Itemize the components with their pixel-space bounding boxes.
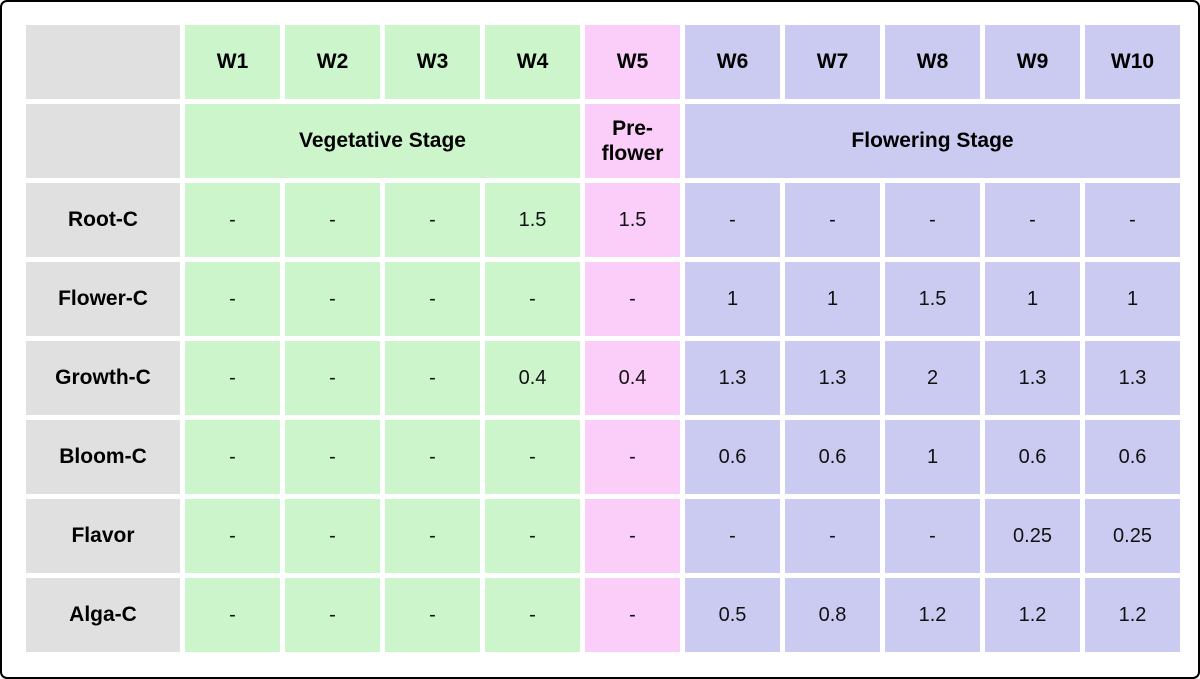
corner-cell (26, 25, 180, 99)
value-cell: - (185, 578, 280, 652)
value-cell: - (485, 499, 580, 573)
stage-cell-vegetative: Vegetative Stage (185, 104, 580, 178)
row-label-cell: Growth-C (26, 341, 180, 415)
week-header-cell: W2 (285, 25, 380, 99)
row-label-cell: Root-C (26, 183, 180, 257)
value-cell: 1.3 (985, 341, 1080, 415)
value-cell: - (385, 420, 480, 494)
value-cell: - (985, 183, 1080, 257)
value-cell: 0.25 (985, 499, 1080, 573)
row-label-cell: Bloom-C (26, 420, 180, 494)
table-row: Alga-C - - - - - 0.5 0.8 1.2 1.2 1.2 (26, 578, 1180, 652)
table-row: Growth-C - - - 0.4 0.4 1.3 1.3 2 1.3 1.3 (26, 341, 1180, 415)
table-row: Flower-C - - - - - 1 1 1.5 1 1 (26, 262, 1180, 336)
value-cell: - (185, 183, 280, 257)
value-cell: 1.3 (685, 341, 780, 415)
value-cell: 1.5 (485, 183, 580, 257)
value-cell: 1 (785, 262, 880, 336)
value-cell: 1.5 (585, 183, 680, 257)
value-cell: 1.5 (885, 262, 980, 336)
value-cell: - (885, 499, 980, 573)
week-header-cell: W5 (585, 25, 680, 99)
week-header-cell: W6 (685, 25, 780, 99)
value-cell: 0.6 (985, 420, 1080, 494)
row-label-cell: Alga-C (26, 578, 180, 652)
value-cell: 1.3 (785, 341, 880, 415)
value-cell: 2 (885, 341, 980, 415)
value-cell: - (785, 499, 880, 573)
value-cell: 1.3 (1085, 341, 1180, 415)
row-label-cell: Flavor (26, 499, 180, 573)
row-label-cell: Flower-C (26, 262, 180, 336)
value-cell: - (185, 420, 280, 494)
stage-cell-flowering: Flowering Stage (685, 104, 1180, 178)
value-cell: - (385, 341, 480, 415)
week-header-cell: W4 (485, 25, 580, 99)
value-cell: - (185, 262, 280, 336)
value-cell: 0.6 (1085, 420, 1180, 494)
value-cell: - (585, 578, 680, 652)
week-header-row: W1 W2 W3 W4 W5 W6 W7 W8 W9 W10 (26, 25, 1180, 99)
value-cell: - (585, 420, 680, 494)
stage-header-row: Vegetative Stage Pre-flower Flowering St… (26, 104, 1180, 178)
value-cell: - (885, 183, 980, 257)
value-cell: - (285, 183, 380, 257)
value-cell: - (485, 578, 580, 652)
value-cell: - (385, 578, 480, 652)
value-cell: - (185, 341, 280, 415)
value-cell: 1 (985, 262, 1080, 336)
week-header-cell: W7 (785, 25, 880, 99)
value-cell: - (1085, 183, 1180, 257)
week-header-cell: W1 (185, 25, 280, 99)
value-cell: - (385, 262, 480, 336)
value-cell: 0.6 (685, 420, 780, 494)
value-cell: - (485, 262, 580, 336)
value-cell: - (785, 183, 880, 257)
table-row: Flavor - - - - - - - - 0.25 0.25 (26, 499, 1180, 573)
value-cell: 1 (885, 420, 980, 494)
value-cell: 1.2 (985, 578, 1080, 652)
feeding-schedule-table: W1 W2 W3 W4 W5 W6 W7 W8 W9 W10 Vegetativ… (21, 20, 1185, 657)
table-row: Root-C - - - 1.5 1.5 - - - - - (26, 183, 1180, 257)
corner-cell (26, 104, 180, 178)
value-cell: 1.2 (885, 578, 980, 652)
value-cell: 0.8 (785, 578, 880, 652)
value-cell: - (285, 341, 380, 415)
value-cell: - (385, 499, 480, 573)
value-cell: - (285, 420, 380, 494)
value-cell: 0.4 (585, 341, 680, 415)
value-cell: 1 (1085, 262, 1180, 336)
value-cell: 0.5 (685, 578, 780, 652)
value-cell: - (185, 499, 280, 573)
table-row: Bloom-C - - - - - 0.6 0.6 1 0.6 0.6 (26, 420, 1180, 494)
value-cell: - (685, 183, 780, 257)
week-header-cell: W3 (385, 25, 480, 99)
value-cell: - (585, 262, 680, 336)
value-cell: 0.6 (785, 420, 880, 494)
value-cell: - (285, 499, 380, 573)
week-header-cell: W10 (1085, 25, 1180, 99)
value-cell: - (285, 262, 380, 336)
stage-cell-preflower: Pre-flower (585, 104, 680, 178)
value-cell: - (385, 183, 480, 257)
value-cell: - (585, 499, 680, 573)
value-cell: 1 (685, 262, 780, 336)
value-cell: 1.2 (1085, 578, 1180, 652)
value-cell: - (285, 578, 380, 652)
week-header-cell: W9 (985, 25, 1080, 99)
value-cell: 0.25 (1085, 499, 1180, 573)
value-cell: - (685, 499, 780, 573)
week-header-cell: W8 (885, 25, 980, 99)
value-cell: 0.4 (485, 341, 580, 415)
value-cell: - (485, 420, 580, 494)
